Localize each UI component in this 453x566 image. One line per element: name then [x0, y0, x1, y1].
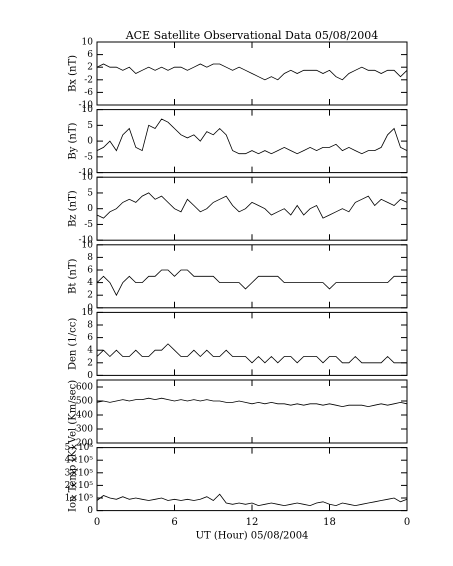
y-tick-label: 0 — [87, 204, 93, 214]
y-axis-title: Bz (nT) — [68, 190, 79, 227]
y-tick-label: 4×10⁵ — [65, 456, 94, 466]
y-tick-label: 600 — [76, 383, 93, 393]
y-tick-label: 400 — [76, 411, 93, 421]
y-tick-label: 300 — [76, 425, 93, 435]
y-tick-label: -10 — [79, 101, 94, 111]
y-tick-label: -2 — [84, 75, 93, 85]
data-line — [96, 192, 408, 219]
y-tick-label: 0 — [87, 303, 93, 313]
y-tick-label: 5 — [87, 121, 93, 131]
y-tick-label: 10 — [82, 308, 94, 318]
y-tick-label: 3×10⁵ — [65, 468, 94, 478]
data-line — [96, 493, 408, 507]
panel-frame — [96, 109, 408, 174]
y-tick-label: 2 — [87, 63, 93, 73]
y-tick-label: 0 — [87, 137, 93, 147]
x-tick-label: 0 — [404, 517, 410, 528]
y-tick-label: 10 — [82, 240, 94, 250]
x-tick-label: 12 — [246, 517, 259, 528]
y-tick-label: 8 — [87, 321, 93, 331]
x-tick-label: 6 — [171, 517, 177, 528]
chart-title: ACE Satellite Observational Data 05/08/2… — [125, 29, 379, 42]
panel-frame — [96, 244, 408, 309]
y-axis-title: By (nT) — [68, 122, 79, 159]
y-tick-label: 5×10⁵ — [65, 443, 94, 453]
y-tick-label: 4 — [87, 278, 93, 288]
y-tick-label: 10 — [82, 105, 94, 115]
y-axis-title: Bt (nT) — [68, 258, 79, 294]
y-tick-label: 4 — [87, 346, 93, 356]
panel-frame — [96, 311, 408, 376]
y-tick-label: 1×10⁵ — [65, 494, 94, 504]
panel-frame — [96, 379, 408, 444]
y-tick-label: 6 — [87, 266, 93, 276]
y-tick-label: 6 — [87, 50, 93, 60]
y-axis-title: Den (1/cc) — [68, 318, 79, 370]
y-tick-label: 0 — [87, 371, 93, 381]
y-tick-label: 2×10⁵ — [65, 481, 94, 491]
data-line — [96, 343, 407, 364]
y-tick-label: -5 — [84, 220, 93, 230]
x-axis-title: UT (Hour) 05/08/2004 — [196, 531, 309, 542]
y-tick-label: 2 — [87, 358, 93, 368]
y-tick-label: -10 — [79, 236, 94, 246]
y-tick-label: 5 — [87, 188, 93, 198]
y-tick-label: 10 — [82, 173, 94, 183]
y-tick-label: 6 — [87, 333, 93, 343]
y-axis-title: Ion Temp (K) — [68, 446, 79, 512]
panel-frame — [96, 176, 408, 241]
y-axis-title: Bx (nT) — [68, 55, 79, 92]
y-tick-label: -6 — [84, 88, 93, 98]
y-tick-label: 500 — [76, 397, 93, 407]
y-tick-label: -5 — [84, 152, 93, 162]
y-tick-label: -10 — [79, 168, 94, 178]
data-line — [96, 63, 408, 81]
y-tick-label: 2 — [87, 291, 93, 301]
x-tick-label: 0 — [94, 517, 100, 528]
y-tick-label: 0 — [87, 506, 93, 516]
y-axis-title: Vel (Km/sec) — [68, 380, 79, 444]
panel-frame — [96, 447, 408, 512]
data-line — [96, 397, 408, 408]
data-line — [96, 269, 407, 297]
data-line — [96, 118, 408, 155]
y-tick-label: 8 — [87, 253, 93, 263]
y-tick-label: 10 — [82, 38, 94, 48]
y-tick-label: 200 — [76, 439, 93, 449]
x-tick-label: 18 — [323, 517, 336, 528]
